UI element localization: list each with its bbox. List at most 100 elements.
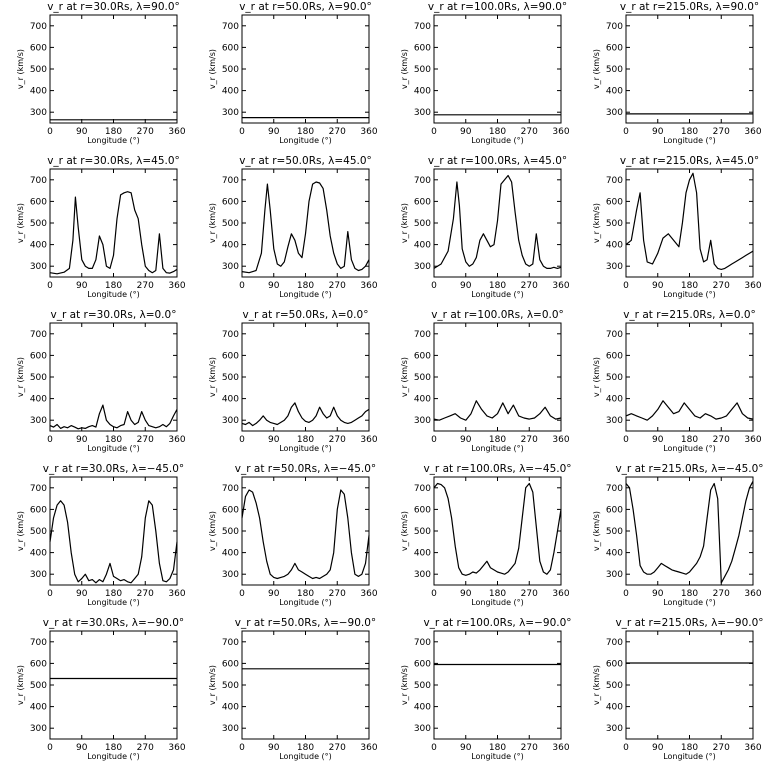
panel-12: v_r at r=215.0Rs, λ=0.0° 0 90 180 270 360 300 4… bbox=[592, 309, 762, 453]
y-tick-label: 300 bbox=[30, 108, 47, 118]
x-tick-label: 360 bbox=[552, 743, 569, 753]
panel-title: v_r at r=50.0Rs, λ=45.0° bbox=[239, 155, 372, 167]
x-tick-label: 360 bbox=[360, 435, 377, 445]
x-tick-label: 180 bbox=[297, 127, 314, 137]
y-tick-label: 700 bbox=[222, 22, 239, 32]
y-tick-label: 500 bbox=[414, 681, 431, 691]
x-tick-label: 360 bbox=[360, 127, 377, 137]
x-axis-label: Longitude (°) bbox=[663, 136, 716, 145]
y-tick-label: 700 bbox=[606, 484, 623, 494]
x-axis-label: Longitude (°) bbox=[279, 444, 332, 453]
x-tick-label: 270 bbox=[329, 281, 346, 291]
y-tick-label: 500 bbox=[30, 219, 47, 229]
y-axis-label: v_r (km/s) bbox=[208, 203, 217, 243]
vr-series-line bbox=[49, 404, 178, 430]
y-tick-label: 700 bbox=[30, 638, 47, 648]
panel-11: v_r at r=100.0Rs, λ=0.0° 0 90 180 270 360 300 4… bbox=[400, 309, 570, 453]
x-tick-label: 270 bbox=[137, 127, 154, 137]
x-tick-label: 0 bbox=[47, 743, 53, 753]
y-tick-label: 500 bbox=[606, 373, 623, 383]
x-tick-label: 180 bbox=[105, 127, 122, 137]
x-tick-label: 0 bbox=[623, 435, 629, 445]
x-tick-label: 90 bbox=[268, 743, 280, 753]
x-tick-label: 180 bbox=[105, 435, 122, 445]
y-axis-label: v_r (km/s) bbox=[592, 203, 601, 243]
y-tick-label: 600 bbox=[222, 505, 239, 515]
x-tick-label: 360 bbox=[360, 743, 377, 753]
x-tick-label: 270 bbox=[713, 589, 730, 599]
y-tick-label: 400 bbox=[606, 241, 623, 251]
x-tick-label: 180 bbox=[681, 127, 698, 137]
y-tick-label: 600 bbox=[222, 197, 239, 207]
y-tick-label: 700 bbox=[606, 330, 623, 340]
x-tick-label: 90 bbox=[460, 281, 472, 291]
vr-series-line bbox=[625, 172, 754, 270]
x-tick-label: 180 bbox=[297, 435, 314, 445]
x-axis-label: Longitude (°) bbox=[663, 444, 716, 453]
y-tick-label: 500 bbox=[222, 527, 239, 537]
y-tick-label: 700 bbox=[414, 176, 431, 186]
y-tick-label: 500 bbox=[414, 65, 431, 75]
x-tick-label: 180 bbox=[681, 435, 698, 445]
x-tick-label: 270 bbox=[137, 589, 154, 599]
x-tick-label: 0 bbox=[47, 127, 53, 137]
x-tick-label: 270 bbox=[713, 743, 730, 753]
y-tick-label: 300 bbox=[30, 570, 47, 580]
x-axis-label: Longitude (°) bbox=[471, 444, 524, 453]
y-tick-label: 600 bbox=[414, 197, 431, 207]
y-tick-label: 700 bbox=[414, 638, 431, 648]
plot-frame bbox=[625, 322, 754, 432]
x-tick-label: 90 bbox=[460, 743, 472, 753]
x-tick-label: 0 bbox=[431, 435, 437, 445]
y-tick-label: 500 bbox=[414, 373, 431, 383]
x-tick-label: 90 bbox=[268, 127, 280, 137]
x-tick-label: 90 bbox=[76, 281, 88, 291]
x-tick-label: 0 bbox=[239, 127, 245, 137]
x-tick-label: 270 bbox=[521, 743, 538, 753]
panel-20: v_r at r=215.0Rs, λ=−90.0° 0 90 180 270 360 30… bbox=[592, 617, 764, 761]
x-tick-label: 90 bbox=[268, 589, 280, 599]
y-axis-label: v_r (km/s) bbox=[400, 665, 409, 705]
x-axis-label: Longitude (°) bbox=[87, 752, 140, 761]
panel-title: v_r at r=50.0Rs, λ=−45.0° bbox=[235, 463, 376, 475]
panel-title: v_r at r=215.0Rs, λ=−90.0° bbox=[615, 617, 763, 629]
y-tick-label: 300 bbox=[222, 416, 239, 426]
plot-frame bbox=[433, 630, 562, 740]
y-tick-label: 300 bbox=[30, 416, 47, 426]
y-axis-label: v_r (km/s) bbox=[592, 511, 601, 551]
y-tick-label: 600 bbox=[414, 351, 431, 361]
x-tick-label: 270 bbox=[713, 435, 730, 445]
x-tick-label: 0 bbox=[239, 589, 245, 599]
y-tick-label: 400 bbox=[414, 87, 431, 97]
y-tick-label: 600 bbox=[222, 351, 239, 361]
plot-frame bbox=[49, 14, 178, 124]
panel-title: v_r at r=215.0Rs, λ=−45.0° bbox=[615, 463, 763, 475]
y-tick-label: 500 bbox=[414, 219, 431, 229]
y-tick-label: 400 bbox=[606, 703, 623, 713]
y-tick-label: 700 bbox=[222, 330, 239, 340]
y-tick-label: 500 bbox=[222, 681, 239, 691]
x-tick-label: 360 bbox=[360, 281, 377, 291]
y-tick-label: 500 bbox=[606, 527, 623, 537]
x-tick-label: 0 bbox=[47, 589, 53, 599]
x-tick-label: 360 bbox=[168, 589, 185, 599]
panel-19: v_r at r=100.0Rs, λ=−90.0° 0 90 180 270 360 30… bbox=[400, 617, 572, 761]
y-tick-label: 700 bbox=[30, 176, 47, 186]
panel-2: v_r at r=50.0Rs, λ=90.0° 0 90 180 270 360 300 4… bbox=[208, 1, 378, 145]
y-tick-label: 300 bbox=[606, 570, 623, 580]
y-tick-label: 700 bbox=[606, 22, 623, 32]
panel-title: v_r at r=50.0Rs, λ=−90.0° bbox=[235, 617, 376, 629]
panel-title: v_r at r=50.0Rs, λ=90.0° bbox=[239, 1, 372, 13]
y-tick-label: 700 bbox=[222, 176, 239, 186]
y-tick-label: 700 bbox=[222, 638, 239, 648]
y-tick-label: 500 bbox=[606, 65, 623, 75]
x-tick-label: 90 bbox=[652, 127, 664, 137]
y-tick-label: 300 bbox=[222, 724, 239, 734]
y-tick-label: 600 bbox=[606, 351, 623, 361]
y-tick-label: 300 bbox=[414, 724, 431, 734]
x-tick-label: 180 bbox=[489, 281, 506, 291]
y-axis-label: v_r (km/s) bbox=[592, 49, 601, 89]
y-tick-label: 300 bbox=[30, 262, 47, 272]
y-axis-label: v_r (km/s) bbox=[400, 49, 409, 89]
x-tick-label: 0 bbox=[431, 127, 437, 137]
